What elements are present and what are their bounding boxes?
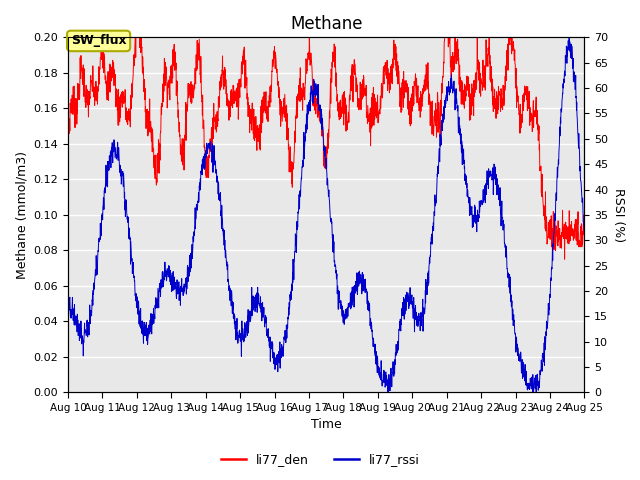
Legend: li77_den, li77_rssi: li77_den, li77_rssi bbox=[216, 448, 424, 471]
Y-axis label: Methane (mmol/m3): Methane (mmol/m3) bbox=[15, 151, 28, 279]
Text: SW_flux: SW_flux bbox=[71, 35, 127, 48]
Title: Methane: Methane bbox=[290, 15, 362, 33]
X-axis label: Time: Time bbox=[311, 419, 342, 432]
Y-axis label: RSSI (%): RSSI (%) bbox=[612, 188, 625, 242]
